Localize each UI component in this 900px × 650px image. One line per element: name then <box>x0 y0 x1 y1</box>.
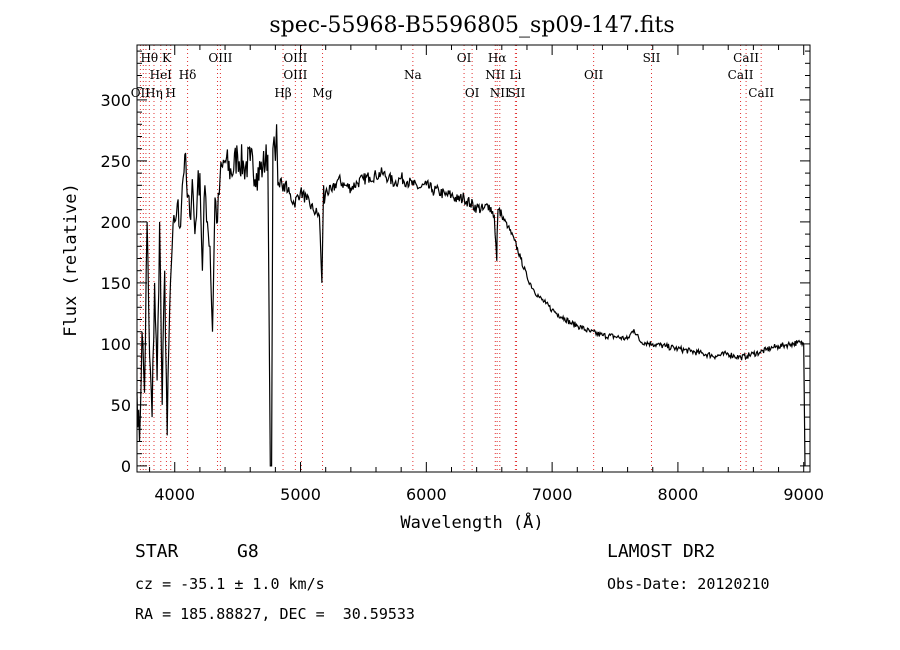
y-tick-label: 0 <box>121 457 131 476</box>
spectral-line-label: Mg <box>313 86 333 100</box>
line-labels-group: Hθ K OIII OIII OI Hα SII CaII HeI Hδ OIII Na NII Li OI… <box>131 51 775 100</box>
redshift-cz: cz = -35.1 ± 1.0 km/s <box>135 575 325 593</box>
object-subclass: G8 <box>237 541 259 562</box>
spectral-line-label: OII <box>131 86 151 100</box>
spectral-line-label: OIII <box>283 51 307 65</box>
spectral-line-label: OI <box>457 51 472 65</box>
spectral-line-label: K <box>162 51 172 65</box>
spectral-line-label: Hδ <box>179 68 197 82</box>
coordinates: RA = 185.88827, DEC = 30.59533 <box>135 605 415 623</box>
object-class: STAR <box>135 541 179 562</box>
spectral-line-label: SII <box>643 51 661 65</box>
spectrum-series <box>136 124 806 467</box>
x-axis-label: Wavelength (Å) <box>400 511 543 533</box>
x-tick-label: 6000 <box>406 485 447 504</box>
line-markers-group <box>139 45 762 472</box>
y-tick-label: 150 <box>100 274 131 293</box>
x-tick-label: 9000 <box>783 485 824 504</box>
spectral-line-label: Na <box>404 68 422 82</box>
x-axis-ticks: 4000 5000 6000 7000 8000 9000 <box>149 45 824 504</box>
y-tick-label: 50 <box>111 396 131 415</box>
spectral-line-label: NII <box>485 68 505 82</box>
spectral-line-label: OIII <box>283 68 307 82</box>
spectral-line-label: CaII <box>733 51 759 65</box>
observation-date: Obs-Date: 20120210 <box>607 575 770 593</box>
spectral-line-label: CaII <box>728 68 754 82</box>
spectral-line-label: SII <box>508 86 526 100</box>
spectral-line-label: HeI <box>150 68 173 82</box>
spectral-line-label: Hθ <box>140 51 158 65</box>
spectral-line-label: CaII <box>748 86 774 100</box>
spectral-line-label: OII <box>584 68 604 82</box>
x-tick-label: 5000 <box>280 485 321 504</box>
plot-frame <box>136 44 811 473</box>
spectral-line-label: OIII <box>208 51 232 65</box>
x-tick-label: 4000 <box>154 485 195 504</box>
spectral-line-label: NII <box>490 86 510 100</box>
y-axis-ticks: 0 50 100 150 200 250 300 <box>100 50 810 476</box>
y-tick-label: 250 <box>100 152 131 171</box>
spectral-line-label: H <box>165 86 175 100</box>
survey-name: LAMOST DR2 <box>607 541 716 562</box>
x-tick-label: 7000 <box>532 485 573 504</box>
y-axis-label: Flux (relative) <box>61 183 81 337</box>
chart-title: spec-55968-B5596805_sp09-147.fits <box>269 13 674 38</box>
spectral-line-label: Hη <box>145 86 163 100</box>
y-tick-label: 300 <box>100 91 131 110</box>
spectral-line-label: OI <box>465 86 480 100</box>
y-tick-label: 200 <box>100 213 131 232</box>
x-tick-label: 8000 <box>658 485 699 504</box>
y-tick-label: 100 <box>100 335 131 354</box>
spectral-line-label: Hα <box>488 51 507 65</box>
spectral-line-label: Hβ <box>274 86 291 100</box>
spectral-line-label: Li <box>509 68 521 82</box>
